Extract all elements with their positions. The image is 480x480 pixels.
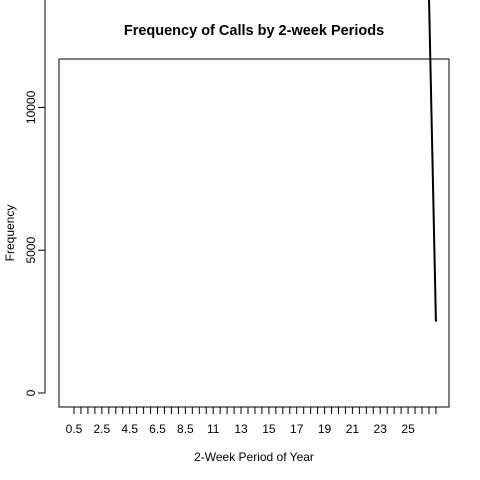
x-tick-label: 21 [346, 422, 360, 436]
series-line [428, 0, 437, 322]
x-tick-label: 13 [234, 422, 248, 436]
x-tick-label: 4.5 [121, 422, 138, 436]
x-tick-label: 23 [374, 422, 388, 436]
x-tick-label: 19 [318, 422, 332, 436]
y-axis-label: Frequency [3, 205, 17, 262]
y-tick-label: 10000 [24, 90, 38, 124]
chart-title: Frequency of Calls by 2-week Periods [124, 23, 384, 39]
y-tick-label: 0 [24, 389, 38, 396]
plot-frame [58, 58, 450, 408]
y-axis: 05000100001500020000 [24, 0, 46, 396]
x-axis-label: 2-Week Period of Year [194, 450, 314, 464]
x-tick-label: 15 [262, 422, 276, 436]
x-axis: 0.5 2.5 4.5 6.5 8.5 11 13 15 17 19 21 23 25 [66, 406, 437, 436]
x-tick-label: 11 [207, 422, 220, 436]
x-tick-label: 8.5 [177, 422, 194, 436]
y-tick-label: 5000 [24, 237, 38, 264]
x-tick-label: 2.5 [93, 422, 110, 436]
x-tick-label: 0.5 [66, 422, 83, 436]
x-tick-label: 25 [401, 422, 415, 436]
x-tick-label: 6.5 [149, 422, 166, 436]
x-tick-label: 17 [290, 422, 304, 436]
